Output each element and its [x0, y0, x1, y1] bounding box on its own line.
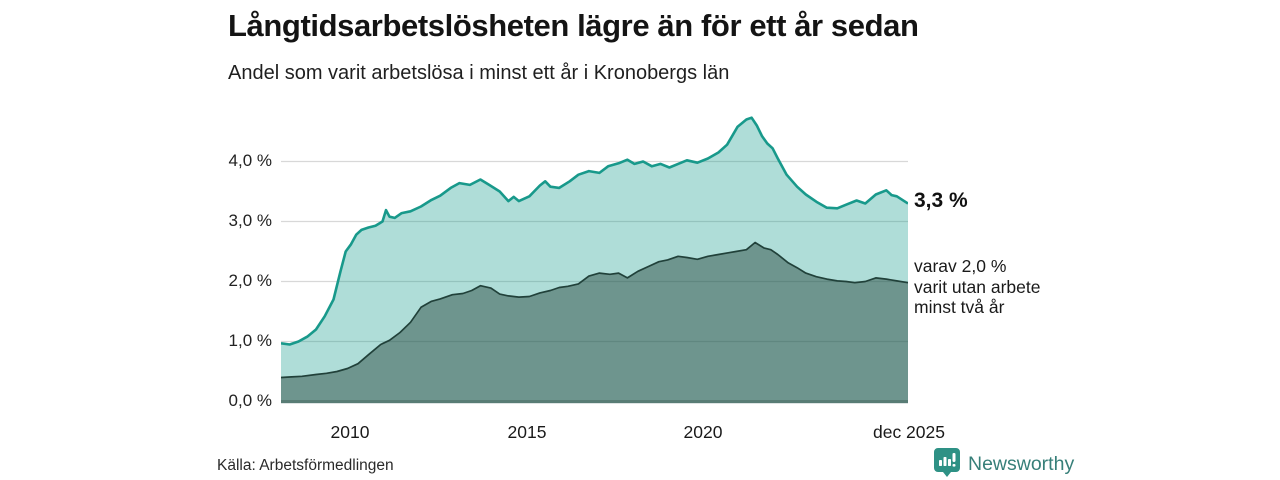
area-series-1: [281, 117, 908, 402]
line-series-2: [281, 241, 908, 379]
chart-title: Långtidsarbetslösheten lägre än för ett …: [228, 8, 919, 43]
newsworthy-bubble-chart-icon: [933, 447, 961, 480]
plot-area: [281, 110, 908, 406]
x-tick-2020: 2020: [683, 422, 723, 442]
newsworthy-logo[interactable]: Newsworthy: [933, 447, 1075, 480]
area-series-2: [281, 242, 908, 402]
line-series-1: [281, 116, 908, 346]
secondary-label-line2: varit utan arbete: [914, 276, 1041, 297]
secondary-value-label: varav 2,0 % varit utan arbete minst två …: [914, 256, 1040, 318]
x-axis-line: [281, 400, 908, 404]
y-tick-1: 1,0 %: [228, 331, 272, 350]
y-tick-3: 3,0 %: [228, 211, 272, 230]
latest-value-label: 3,3 %: [914, 189, 968, 212]
source-credit: Källa: Arbetsförmedlingen: [217, 457, 394, 474]
y-tick-4: 4,0 %: [228, 151, 272, 170]
secondary-label-line3: minst två år: [914, 297, 1005, 317]
chart-subtitle: Andel som varit arbetslösa i minst ett å…: [228, 62, 730, 84]
x-tick-2015: 2015: [507, 422, 547, 442]
area-chart-svg: [281, 116, 908, 404]
x-tick-dec2025: dec 2025: [872, 422, 945, 442]
secondary-label-line1: varav 2,0 %: [914, 256, 1007, 276]
newsworthy-wordmark: Newsworthy: [968, 452, 1075, 475]
y-tick-2: 2,0 %: [228, 271, 272, 290]
x-tick-2010: 2010: [330, 422, 370, 442]
y-tick-0: 0,0 %: [228, 391, 272, 410]
